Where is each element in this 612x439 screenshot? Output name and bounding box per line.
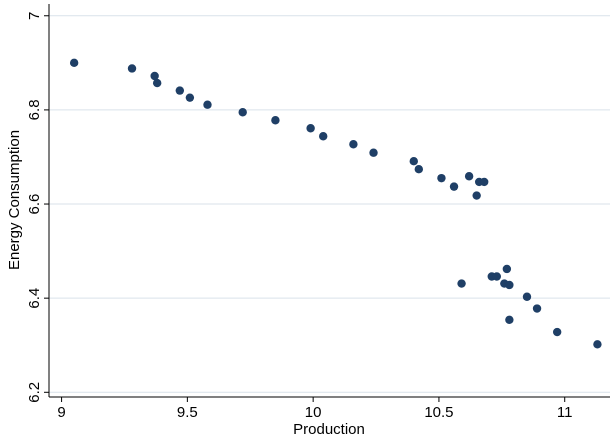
- y-tick-label: 7: [26, 12, 43, 20]
- data-point: [480, 177, 489, 187]
- data-point: [319, 132, 328, 141]
- data-point: [457, 279, 466, 288]
- data-point: [203, 100, 212, 109]
- data-point: [369, 148, 378, 157]
- x-tick-label: 9: [57, 404, 65, 421]
- data-point: [414, 165, 424, 174]
- y-ticks: 6.2 6.4 6.6 6.8 7: [26, 12, 49, 403]
- y-axis-title: Energy Consumption: [6, 130, 23, 270]
- data-point: [127, 64, 137, 73]
- data-point: [69, 58, 79, 68]
- x-axis-title: Production: [293, 421, 365, 438]
- x-tick-label: 10.5: [424, 404, 453, 421]
- data-point: [472, 191, 481, 200]
- data-point: [238, 108, 247, 117]
- x-tick-label: 10: [305, 404, 322, 421]
- axes: [48, 4, 610, 398]
- y-tick-label: 6.8: [26, 99, 43, 120]
- plot-area: [49, 4, 610, 397]
- gridlines: [49, 15, 610, 393]
- data-point: [306, 124, 315, 133]
- data-point: [552, 327, 562, 337]
- data-point: [593, 340, 602, 349]
- data-point: [271, 116, 280, 125]
- data-point: [502, 264, 512, 274]
- data-point: [437, 173, 446, 183]
- data-point: [522, 292, 532, 301]
- data-points: [69, 58, 602, 349]
- data-point: [492, 272, 501, 281]
- data-point: [152, 78, 162, 88]
- data-point: [175, 86, 185, 95]
- data-point: [349, 140, 358, 149]
- data-point: [505, 280, 514, 290]
- data-point: [185, 93, 195, 102]
- x-ticks: 9 9.5 10 10.5 11: [57, 397, 573, 421]
- y-tick-label: 6.6: [26, 194, 43, 215]
- x-tick-label: 11: [557, 404, 573, 421]
- data-point: [464, 172, 474, 181]
- y-tick-label: 6.2: [26, 382, 43, 403]
- data-point: [532, 304, 542, 313]
- data-point: [449, 182, 459, 191]
- data-point: [409, 157, 418, 166]
- data-point: [505, 315, 514, 325]
- x-tick-label: 9.5: [177, 404, 198, 421]
- y-tick-label: 6.4: [26, 288, 43, 309]
- data-point: [150, 71, 159, 81]
